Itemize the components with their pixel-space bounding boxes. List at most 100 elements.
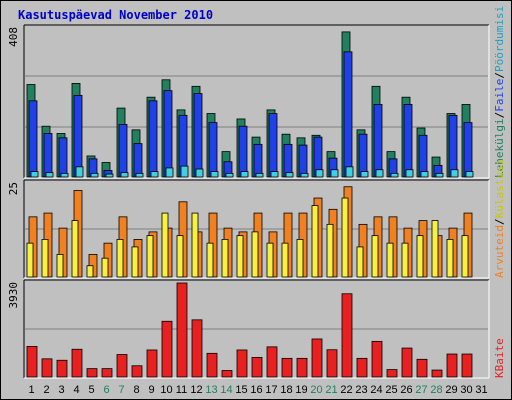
bar-pages-7	[120, 172, 129, 178]
bar-pages-27	[420, 171, 429, 178]
legend-visits-sites: Arvuteid/Külastusi	[493, 159, 506, 278]
bar-files-12	[193, 93, 203, 178]
x-tick-label-30: 30	[460, 384, 472, 396]
x-tick-label-3: 3	[58, 384, 64, 396]
x-tick-label-14: 14	[220, 384, 232, 396]
x-tick-label-26: 26	[400, 384, 412, 396]
bar-sites-15	[236, 235, 244, 278]
bar-sites-29	[446, 238, 454, 278]
bar-files-19	[298, 144, 308, 178]
bar-kbytes-7	[116, 354, 128, 378]
chart-title: Kasutuspäevad November 2010	[18, 8, 213, 22]
bar-sites-25	[386, 242, 394, 278]
legend-hits-files-pages-part: Pöördumisi	[493, 6, 506, 72]
legend-hits-files-pages-part: Faile	[493, 79, 506, 112]
bar-files-27	[418, 134, 428, 178]
x-tick-label-9: 9	[148, 384, 154, 396]
bar-files-4	[73, 94, 83, 178]
x-tick-label-15: 15	[235, 384, 247, 396]
bar-kbytes-23	[356, 357, 368, 378]
bar-pages-5	[90, 172, 99, 178]
bar-sites-4	[71, 220, 79, 278]
bar-files-3	[58, 137, 68, 178]
bar-kbytes-4	[71, 348, 83, 378]
bar-kbytes-1	[26, 345, 38, 378]
x-tick-label-20: 20	[310, 384, 322, 396]
bar-kbytes-12	[191, 319, 203, 378]
x-tick-label-31: 31	[475, 384, 487, 396]
x-tick-label-10: 10	[160, 384, 172, 396]
x-tick-label-13: 13	[205, 384, 217, 396]
bar-sites-23	[356, 246, 364, 278]
bar-sites-9	[146, 235, 154, 278]
bar-pages-17	[270, 171, 279, 178]
bar-pages-18	[285, 172, 294, 178]
bar-pages-30	[465, 171, 474, 178]
legend-hits-files-pages-part: /	[493, 112, 506, 119]
bar-sites-19	[296, 238, 304, 278]
bar-kbytes-11	[176, 282, 188, 378]
x-tick-label-5: 5	[88, 384, 94, 396]
bar-pages-1	[30, 171, 39, 178]
bar-kbytes-3	[56, 359, 68, 378]
bar-kbytes-24	[371, 340, 383, 378]
bar-pages-21	[330, 169, 339, 178]
bar-sites-16	[251, 231, 259, 278]
bar-sites-24	[371, 235, 379, 278]
x-tick-label-29: 29	[445, 384, 457, 396]
bar-pages-26	[405, 169, 414, 178]
bar-files-1	[28, 100, 38, 178]
bar-sites-18	[281, 242, 289, 278]
x-tick-label-7: 7	[118, 384, 124, 396]
bar-pages-24	[375, 169, 384, 178]
bar-kbytes-5	[86, 368, 98, 378]
x-tick-label-27: 27	[415, 384, 427, 396]
bar-pages-11	[180, 165, 189, 178]
bar-pages-19	[300, 172, 309, 178]
bar-pages-22	[345, 166, 354, 178]
bar-sites-26	[401, 242, 409, 278]
legend-hits-files-pages-part: /	[493, 72, 506, 79]
bar-kbytes-27	[416, 358, 428, 378]
bar-files-26	[403, 104, 413, 178]
bar-pages-4	[75, 166, 84, 178]
bar-pages-13	[210, 171, 219, 178]
bar-pages-6	[105, 173, 114, 178]
bar-pages-23	[360, 171, 369, 178]
bar-sites-30	[461, 235, 469, 278]
x-tick-label-25: 25	[385, 384, 397, 396]
bar-kbytes-20	[311, 338, 323, 378]
bar-sites-7	[116, 238, 124, 278]
x-tick-label-8: 8	[133, 384, 139, 396]
bar-sites-1	[26, 242, 34, 278]
x-tick-label-11: 11	[176, 384, 187, 396]
bar-files-13	[208, 122, 218, 178]
x-tick-label-12: 12	[190, 384, 202, 396]
bar-files-10	[163, 90, 173, 178]
bar-files-2	[43, 133, 53, 178]
bar-kbytes-19	[296, 357, 308, 378]
bar-files-17	[268, 113, 278, 178]
panel-visits-ymax-label: 25	[7, 182, 20, 195]
x-tick-label-19: 19	[295, 384, 307, 396]
bar-sites-17	[266, 242, 274, 278]
x-tick-label-16: 16	[250, 384, 262, 396]
x-tick-label-24: 24	[370, 384, 382, 396]
bar-pages-25	[390, 172, 399, 178]
bar-pages-9	[150, 171, 159, 178]
x-tick-label-17: 17	[265, 384, 277, 396]
bar-files-24	[373, 104, 383, 178]
x-tick-label-4: 4	[73, 384, 79, 396]
bar-kbytes-18	[281, 357, 293, 378]
bar-pages-2	[45, 172, 54, 178]
legend-kbytes-part: KBaite	[493, 338, 506, 378]
bar-files-18	[283, 143, 293, 178]
bar-sites-20	[311, 205, 319, 278]
bar-kbytes-2	[41, 358, 53, 378]
x-tick-label-18: 18	[280, 384, 292, 396]
bar-kbytes-26	[401, 347, 413, 378]
panel-hits-ymax-label: 408	[7, 27, 20, 47]
bar-kbytes-6	[101, 368, 113, 378]
bar-files-22	[343, 51, 353, 178]
bar-files-16	[253, 143, 263, 178]
